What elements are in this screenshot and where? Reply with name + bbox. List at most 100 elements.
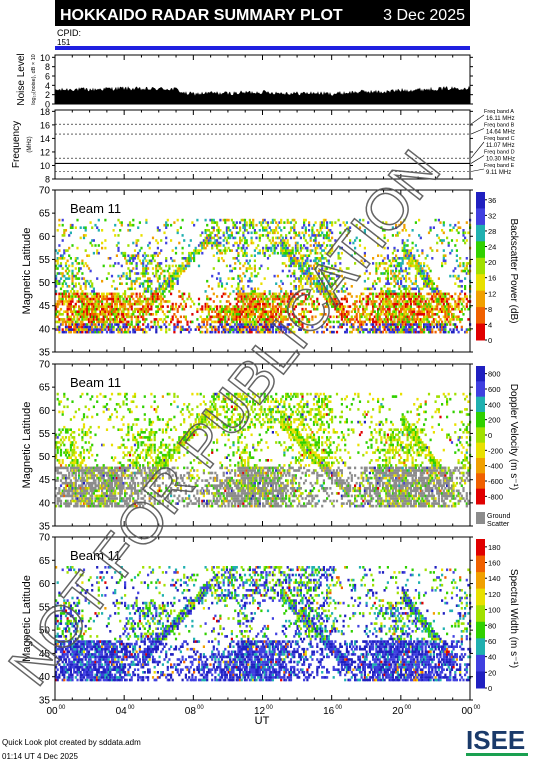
- colorbar-swatch: [476, 621, 485, 639]
- colorbar-swatch: [476, 192, 485, 209]
- y-tick-label: 35: [39, 696, 51, 707]
- y-tick-label: 40: [39, 498, 51, 509]
- colorbar-tick-label: -400: [488, 462, 503, 471]
- noise-area: [55, 85, 470, 104]
- y-tick-label: 40: [39, 324, 51, 335]
- colorbar-tick-label: 800: [488, 370, 501, 379]
- y-tick-label: 35: [39, 522, 51, 533]
- x-tick-sup: 00: [335, 705, 342, 711]
- colorbar-tick-label: 0: [488, 684, 492, 693]
- freq-band-value: 10.30 MHz: [486, 157, 515, 163]
- colorbar-tick-label: 160: [488, 559, 501, 568]
- colorbar-tick-label: 16: [488, 274, 496, 283]
- x-tick-label: 16: [323, 706, 335, 717]
- x-tick-sup: 00: [404, 705, 411, 711]
- x-tick-sup: 00: [197, 705, 204, 711]
- freq-band-value: 16.11 MHz: [486, 116, 515, 122]
- colorbar-swatch: [476, 555, 485, 573]
- x-tick-label: 08: [185, 706, 197, 717]
- y-tick-label: 70: [39, 360, 51, 371]
- y-tick-label: 55: [39, 255, 51, 266]
- y-tick-label: 70: [39, 186, 51, 197]
- y-tick-label: 4: [45, 81, 50, 91]
- freq-band-value: 14.64 MHz: [486, 130, 515, 136]
- y-tick-label: 65: [39, 383, 51, 394]
- beam-label: Beam 11: [70, 548, 121, 563]
- colorbar-swatch: [476, 208, 485, 226]
- colorbar-swatch: [476, 241, 485, 259]
- x-tick-sup: 00: [128, 705, 135, 711]
- colorbar-tick-label: 24: [488, 243, 496, 252]
- heatmap-ylabel: Magnetic Latitude: [21, 575, 33, 662]
- heatmap-cells: [55, 566, 472, 682]
- colorbar-swatch: [476, 654, 485, 672]
- ground-scatter-label: Scatter: [487, 521, 510, 528]
- y-tick-label: 8: [45, 62, 50, 72]
- y-tick-label: 60: [39, 406, 51, 417]
- y-tick-label: 55: [39, 602, 51, 613]
- heatmap-cells: [55, 392, 472, 508]
- colorbar-swatch: [476, 323, 485, 341]
- colorbar-swatch: [476, 257, 485, 275]
- colorbar-swatch: [476, 572, 485, 590]
- y-tick-label: 10: [40, 161, 50, 171]
- colorbar-tick-label: 0: [488, 336, 492, 345]
- colorbar-swatch: [476, 671, 485, 689]
- y-tick-label: 16: [40, 120, 50, 130]
- freq-band-value: 11.07 MHz: [486, 143, 515, 149]
- colorbar-swatch: [476, 605, 485, 623]
- colorbar-tick-label: -800: [488, 492, 503, 501]
- colorbar-tick-label: 120: [488, 590, 501, 599]
- cpid-value: 151: [57, 38, 71, 47]
- width-panel: 35 40 45 50 55 60 65 70 Beam 11 Magnetic Latitude…: [21, 533, 519, 707]
- colorbar-tick-label: 28: [488, 227, 496, 236]
- y-tick-label: 45: [39, 301, 51, 312]
- y-tick-label: 50: [39, 626, 51, 637]
- y-tick-label: 12: [40, 147, 50, 157]
- colorbar-label: Backscatter Power (dB): [508, 218, 519, 323]
- plot-title: HOKKAIDO RADAR SUMMARY PLOT: [60, 7, 343, 24]
- colorbar-tick-label: 80: [488, 621, 496, 630]
- plot-date: 3 Dec 2025: [383, 7, 465, 24]
- freq-ylabel-sub: (MHz): [27, 136, 33, 152]
- colorbar-tick-label: 36: [488, 196, 496, 205]
- colorbar-tick-label: 20: [488, 258, 496, 267]
- colorbar-swatch: [476, 290, 485, 308]
- footer-credit: Quick Look plot created by sddata.adm: [2, 738, 141, 747]
- freq-band-label: Freq band A: [484, 109, 514, 115]
- colorbar-tick-label: 200: [488, 416, 501, 425]
- colorbar-tick-label: 60: [488, 637, 496, 646]
- y-tick-label: 14: [40, 134, 50, 144]
- x-tick-label: 20: [392, 706, 404, 717]
- x-tick-sup: 00: [474, 705, 481, 711]
- y-tick-label: 50: [39, 278, 51, 289]
- freq-ylabel: Frequency: [11, 121, 22, 168]
- y-tick-label: 60: [39, 579, 51, 590]
- noise-ylabel: Noise Level: [16, 53, 27, 105]
- cpid-label: CPID:: [57, 28, 81, 38]
- colorbar-swatch: [476, 412, 485, 428]
- colorbar-tick-label: 0: [488, 431, 492, 440]
- colorbar-tick-label: -200: [488, 446, 503, 455]
- x-tick-sup: 00: [59, 705, 66, 711]
- colorbar-tick-label: 40: [488, 653, 496, 662]
- freq-band-leader: [470, 114, 485, 125]
- y-tick-label: 8: [45, 175, 50, 185]
- colorbar-tick-label: 600: [488, 385, 501, 394]
- colorbar-swatch: [476, 224, 485, 242]
- freq-band-leader: [470, 168, 485, 172]
- y-tick-label: 65: [39, 209, 51, 220]
- x-tick-label: 04: [116, 706, 128, 717]
- isee-logo: ISEE: [466, 725, 528, 756]
- heatmap-cells: [55, 218, 472, 334]
- colorbar-swatch: [476, 539, 485, 557]
- beam-label: Beam 11: [70, 201, 121, 216]
- heatmap-ylabel: Magnetic Latitude: [21, 228, 33, 315]
- colorbar-tick-label: -600: [488, 477, 503, 486]
- x-axis-label: UT: [255, 715, 270, 727]
- y-tick-label: 10: [40, 53, 50, 63]
- y-tick-label: 18: [40, 107, 50, 117]
- colorbar-swatch: [476, 473, 485, 490]
